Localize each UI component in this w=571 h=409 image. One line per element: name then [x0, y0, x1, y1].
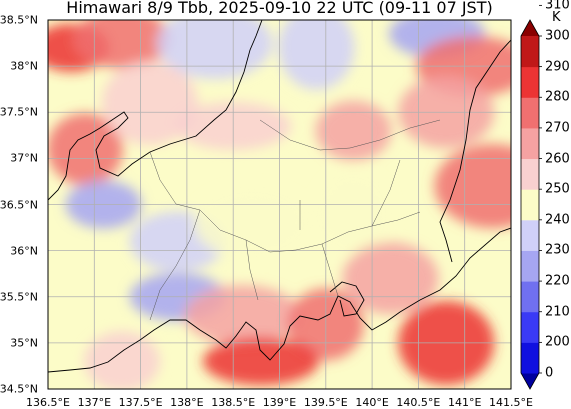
tbb-patch — [101, 61, 198, 146]
colorbar-segment — [521, 66, 539, 98]
lat-tick-label: 36°N — [10, 244, 38, 258]
tbb-patch — [156, 20, 273, 80]
coastline-pacific — [48, 227, 511, 373]
lon-tick-label: 141°E — [447, 396, 482, 409]
colorbar-tick-label: 290 — [545, 59, 570, 75]
tbb-patch — [342, 242, 439, 315]
tbb-patch — [74, 20, 171, 69]
colorbar-tick-label: 210 — [545, 304, 570, 320]
colorbar-tick-label: 300 — [545, 28, 570, 44]
tbb-patch — [84, 331, 161, 389]
lat-tick-label: 38.5°N — [0, 13, 38, 27]
coastline-japan-sea — [48, 20, 263, 201]
colorbar-segment — [521, 97, 539, 129]
tbb-patch — [315, 171, 392, 256]
lon-tick-label: 139.5°E — [303, 396, 348, 409]
lat-tick-label: 38°N — [10, 59, 38, 73]
colorbar-extend-top — [521, 20, 539, 36]
lon-tick-label: 137°E — [77, 396, 112, 409]
map-frame — [47, 19, 512, 390]
lon-tick-label: 136.5°E — [26, 396, 70, 409]
lat-tick-label: 34.5°N — [0, 382, 38, 396]
colorbar-tick-label: 250 — [545, 181, 570, 197]
colorbar — [520, 4, 542, 390]
lat-tick-label: 35.5°N — [0, 290, 38, 304]
tbb-patch — [434, 144, 511, 229]
lat-tick-label: 35°N — [10, 336, 38, 350]
graticule — [48, 20, 511, 389]
lat-tick-label: 36.5°N — [0, 198, 38, 211]
colorbar-segment — [521, 219, 539, 251]
colorbar-segment — [521, 311, 539, 343]
tbb-patch — [184, 285, 301, 346]
colorbar-tick-label: 280 — [545, 89, 570, 105]
colorbar-unit: K — [552, 10, 561, 25]
colorbar-tick-label: 240 — [545, 212, 570, 228]
colorbar-segment — [521, 189, 539, 221]
tbb-patch — [48, 113, 124, 186]
colorbar-tick-label: 200 — [545, 334, 570, 350]
brightness-temperature-field — [48, 20, 511, 389]
colorbar-tick-label: 310 — [545, 0, 570, 13]
colorbar-segment — [521, 127, 539, 160]
tbb-patch — [278, 20, 355, 90]
lon-tick-label: 140.5°E — [396, 396, 441, 409]
colorbar-tick-label: 260 — [545, 151, 570, 167]
colorbar-tick-label: 270 — [545, 120, 570, 136]
tbb-patch — [202, 337, 319, 386]
colorbar-segment — [521, 158, 539, 190]
lon-tick-label: 141.5°E — [489, 396, 533, 409]
colorbar-tick-label: 0 — [545, 365, 554, 381]
colorbar-tick-label: 230 — [545, 242, 570, 258]
lon-tick-label: 140°E — [355, 396, 389, 409]
coastline — [48, 20, 511, 373]
colorbar-segment — [521, 36, 539, 68]
colorbar-segment — [521, 342, 539, 374]
colorbar-extend-bottom — [521, 373, 539, 389]
lon-tick-label: 139°E — [262, 396, 297, 409]
prefecture-borders — [149, 119, 441, 321]
lon-tick-label: 137.5°E — [118, 396, 163, 409]
coastline-tokyo-bay — [329, 281, 365, 317]
page-title: Himawari 8/9 Tbb, 2025-09-10 22 UTC (09-… — [66, 0, 493, 17]
tbb-patch — [315, 100, 392, 161]
lat-tick-label: 37.5°N — [0, 105, 38, 119]
lat-tick-label: 37°N — [10, 151, 38, 165]
lon-tick-label: 138.5°E — [211, 396, 256, 409]
lon-tick-label: 138°E — [170, 396, 204, 409]
coastline-east — [439, 39, 511, 263]
colorbar-segment — [521, 250, 539, 282]
colorbar-tick-label: 220 — [545, 273, 570, 289]
tbb-patch — [193, 186, 310, 259]
colorbar-segment — [521, 281, 539, 313]
